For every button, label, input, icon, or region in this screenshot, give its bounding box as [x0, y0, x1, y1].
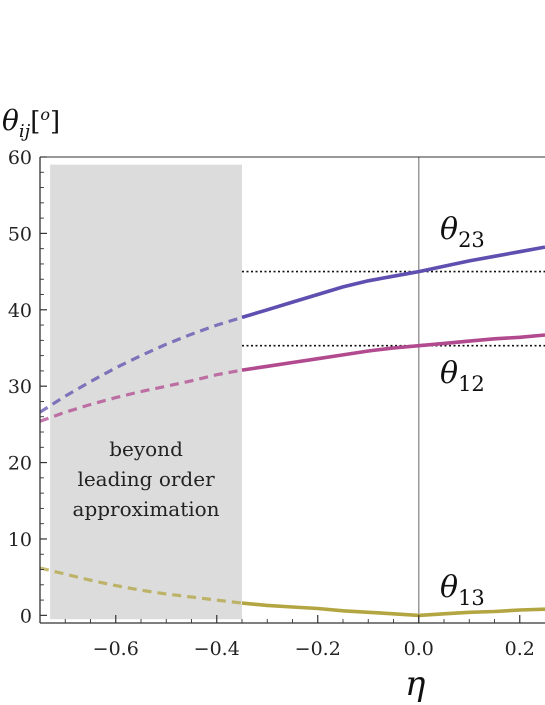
- shaded-region-label-line: beyond: [109, 437, 183, 461]
- y-tick-label: 30: [8, 376, 32, 398]
- series-23-dashed-line: [39, 315, 243, 414]
- series-12-dashed-line: [39, 368, 243, 423]
- series-12-solid-line: [241, 333, 545, 372]
- y-tick-label: 60: [8, 147, 32, 169]
- series-13-solid-line: [241, 601, 545, 618]
- shaded-region-label-line: leading order: [77, 467, 215, 491]
- x-tick-label: 0.2: [505, 638, 535, 660]
- series-label-23: θ23: [440, 212, 485, 252]
- series-label-12: θ12: [440, 356, 485, 396]
- y-axis-title: θij[o]: [2, 104, 60, 142]
- x-tick-label: −0.2: [295, 638, 341, 660]
- y-tick-label: 0: [20, 605, 32, 627]
- y-tick-label: 10: [8, 529, 32, 551]
- series-13-dashed-line: [39, 566, 243, 605]
- shaded-region-label-line: approximation: [73, 497, 220, 521]
- x-tick-label: 0.0: [404, 638, 434, 660]
- y-tick-label: 50: [8, 223, 32, 245]
- x-tick-label: −0.6: [93, 638, 139, 660]
- y-tick-label: 20: [8, 453, 32, 475]
- x-axis-title: η: [405, 664, 426, 704]
- series-label-13: θ13: [440, 570, 485, 610]
- x-tick-label: −0.4: [194, 638, 240, 660]
- series-23-solid-line: [241, 245, 545, 320]
- y-tick-label: 40: [8, 300, 32, 322]
